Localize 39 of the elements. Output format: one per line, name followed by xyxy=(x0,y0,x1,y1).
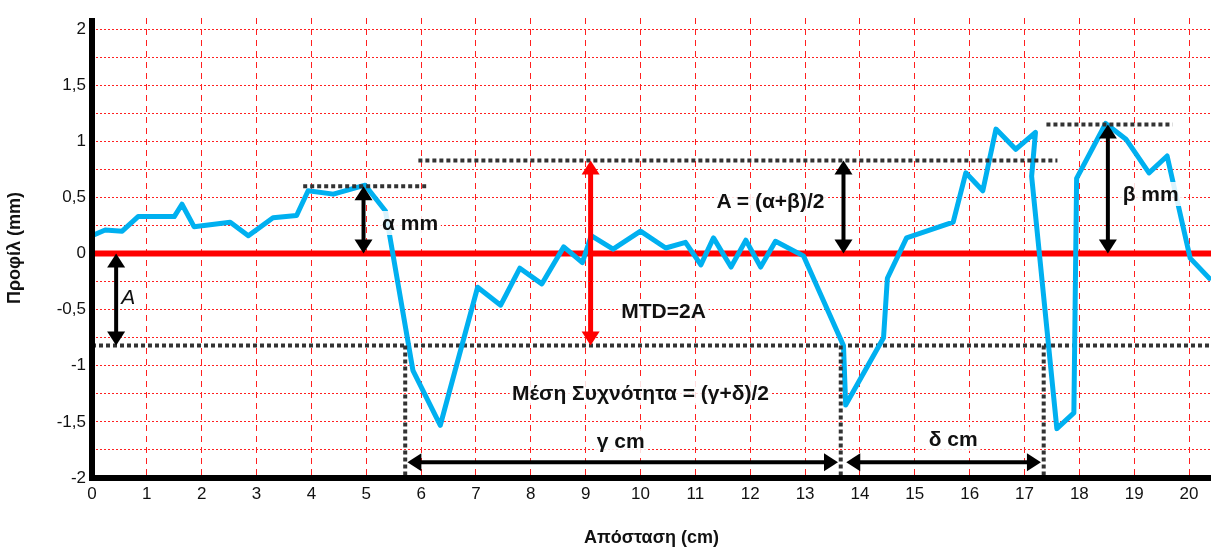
x-axis-title: Απόσταση (cm) xyxy=(584,527,720,548)
annotation: α mm xyxy=(379,211,442,236)
annotation: A xyxy=(119,285,137,310)
y-tick-label: 0 xyxy=(76,243,86,263)
x-tick-label: 19 xyxy=(1124,483,1144,503)
x-tick-label: 2 xyxy=(196,483,207,503)
x-tick-label: 10 xyxy=(631,483,650,503)
annotation: Μέση Συχνότητα = (γ+δ)/2 xyxy=(509,380,772,405)
y-tick-label: 0,5 xyxy=(62,187,86,207)
x-tick-label: 12 xyxy=(740,483,760,503)
x-tick-label: 8 xyxy=(526,483,536,503)
x-tick-label: 20 xyxy=(1179,483,1199,503)
y-tick-label: 2 xyxy=(76,18,86,38)
x-tick-label: 9 xyxy=(580,483,591,503)
x-tick-label: 5 xyxy=(361,483,371,503)
annotation: δ cm xyxy=(925,426,981,451)
x-tick-label: 13 xyxy=(795,483,815,503)
x-tick-label: 4 xyxy=(306,483,317,503)
x-tick-label: 17 xyxy=(1015,483,1034,503)
x-tick-label: 7 xyxy=(471,483,481,503)
x-tick-label: 14 xyxy=(850,483,870,503)
x-tick-label: 1 xyxy=(142,483,152,503)
x-tick-label: 11 xyxy=(686,483,705,503)
x-tick-label: 18 xyxy=(1069,483,1089,503)
y-tick-label: -2 xyxy=(70,467,86,487)
annotation: β mm xyxy=(1119,182,1182,207)
x-tick-label: 15 xyxy=(905,483,925,503)
y-tick-label: -0,5 xyxy=(56,299,86,319)
y-tick-label: -1 xyxy=(70,355,86,375)
x-tick-label: 6 xyxy=(416,483,426,503)
y-axis-title: Προφίλ (mm) xyxy=(3,191,24,305)
x-tick-label: 3 xyxy=(251,483,262,503)
y-tick-label: 1 xyxy=(76,131,86,151)
x-tick-label: 16 xyxy=(960,483,980,503)
annotation: A = (α+β)/2 xyxy=(713,188,828,213)
annotation: MTD=2A xyxy=(618,298,709,323)
y-tick-label: 1,5 xyxy=(62,75,86,94)
y-tick-label: -1,5 xyxy=(56,411,86,431)
annotation: γ cm xyxy=(593,428,648,453)
